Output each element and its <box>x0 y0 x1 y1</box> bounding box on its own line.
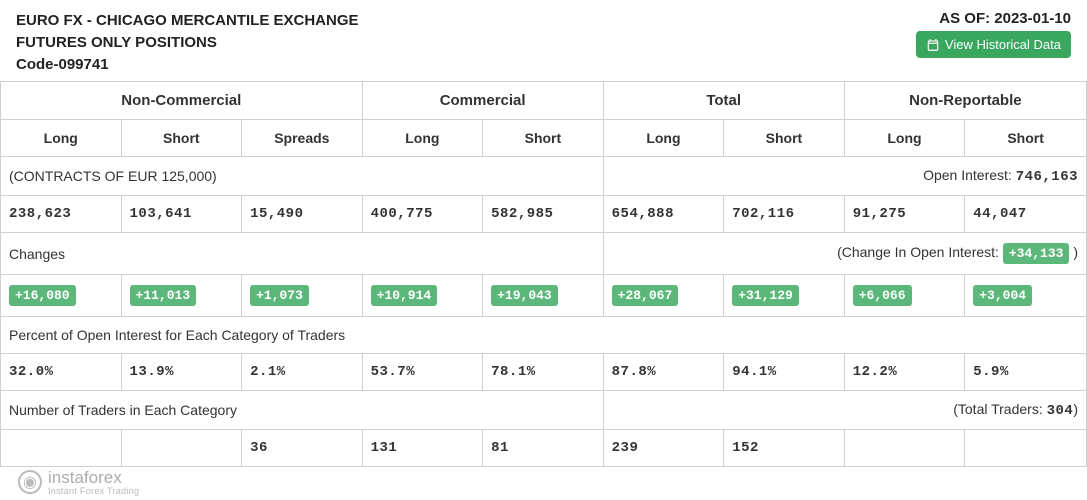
chg-badge-6: +31,129 <box>732 285 799 306</box>
group-total: Total <box>603 82 844 120</box>
group-nonreportable: Non-Reportable <box>844 82 1086 120</box>
chg-badge-0: +16,080 <box>9 285 76 306</box>
pos-0: 238,623 <box>1 196 122 233</box>
pct-3: 53.7% <box>362 354 483 391</box>
chg-badge-3: +10,914 <box>371 285 438 306</box>
watermark-brand: instaforex <box>48 469 139 487</box>
sub-short-1: Short <box>121 120 242 157</box>
sub-long-1: Long <box>1 120 122 157</box>
trd-6: 152 <box>724 430 845 467</box>
pct-7: 12.2% <box>844 354 965 391</box>
oi-value: 746,163 <box>1016 169 1078 185</box>
trd-7 <box>844 430 965 467</box>
watermark: ◉ instaforex Instant Forex Trading <box>18 469 139 496</box>
traders-header-row: Number of Traders in Each Category (Tota… <box>1 391 1087 430</box>
watermark-text: instaforex Instant Forex Trading <box>48 469 139 496</box>
changes-header-row: Changes (Change In Open Interest: +34,13… <box>1 233 1087 275</box>
trd-8 <box>965 430 1087 467</box>
calendar-icon <box>926 38 940 52</box>
header-right: AS OF: 2023-01-10 View Historical Data <box>916 10 1071 58</box>
sub-header-row: Long Short Spreads Long Short Long Short… <box>1 120 1087 157</box>
asof-date: AS OF: 2023-01-10 <box>916 10 1071 27</box>
group-noncommercial: Non-Commercial <box>1 82 363 120</box>
total-traders-close: ) <box>1073 401 1078 417</box>
pct-2: 2.1% <box>242 354 363 391</box>
percents-row: 32.0% 13.9% 2.1% 53.7% 78.1% 87.8% 94.1%… <box>1 354 1087 391</box>
percent-header-row: Percent of Open Interest for Each Catego… <box>1 317 1087 354</box>
report-header: EURO FX - CHICAGO MERCANTILE EXCHANGE FU… <box>0 0 1087 81</box>
group-header-row: Non-Commercial Commercial Total Non-Repo… <box>1 82 1087 120</box>
chg-badge-5: +28,067 <box>612 285 679 306</box>
pct-6: 94.1% <box>724 354 845 391</box>
chg-badge-1: +11,013 <box>130 285 197 306</box>
chg-4: +19,043 <box>483 275 604 317</box>
pos-2: 15,490 <box>242 196 363 233</box>
sub-spreads: Spreads <box>242 120 363 157</box>
oi-label: Open Interest: <box>923 167 1012 183</box>
chg-badge-8: +3,004 <box>973 285 1032 306</box>
trd-4: 81 <box>483 430 604 467</box>
change-oi-value: +34,133 <box>1003 243 1070 264</box>
total-traders-cell: (Total Traders: 304) <box>603 391 1086 430</box>
trd-0 <box>1 430 122 467</box>
percent-label: Percent of Open Interest for Each Catego… <box>1 317 1087 354</box>
pct-8: 5.9% <box>965 354 1087 391</box>
total-traders-label: (Total Traders: <box>953 401 1042 417</box>
traders-label: Number of Traders in Each Category <box>1 391 604 430</box>
open-interest-cell: Open Interest: 746,163 <box>603 157 1086 196</box>
watermark-icon: ◉ <box>18 470 42 494</box>
pct-1: 13.9% <box>121 354 242 391</box>
pos-1: 103,641 <box>121 196 242 233</box>
watermark-tagline: Instant Forex Trading <box>48 487 139 496</box>
pct-0: 32.0% <box>1 354 122 391</box>
chg-1: +11,013 <box>121 275 242 317</box>
pct-4: 78.1% <box>483 354 604 391</box>
pos-8: 44,047 <box>965 196 1087 233</box>
chg-2: +1,073 <box>242 275 363 317</box>
sub-long-3: Long <box>603 120 724 157</box>
change-oi-cell: (Change In Open Interest: +34,133 ) <box>603 233 1086 275</box>
positions-row: 238,623 103,641 15,490 400,775 582,985 6… <box>1 196 1087 233</box>
chg-7: +6,066 <box>844 275 965 317</box>
total-traders-value: 304 <box>1047 403 1074 419</box>
cot-table: Non-Commercial Commercial Total Non-Repo… <box>0 81 1087 467</box>
sub-short-3: Short <box>724 120 845 157</box>
pos-6: 702,116 <box>724 196 845 233</box>
pos-4: 582,985 <box>483 196 604 233</box>
contracts-row: (CONTRACTS OF EUR 125,000) Open Interest… <box>1 157 1087 196</box>
traders-row: 36 131 81 239 152 <box>1 430 1087 467</box>
code: Code-099741 <box>16 54 359 76</box>
pos-3: 400,775 <box>362 196 483 233</box>
chg-badge-2: +1,073 <box>250 285 309 306</box>
pos-5: 654,888 <box>603 196 724 233</box>
title-line1: EURO FX - CHICAGO MERCANTILE EXCHANGE <box>16 10 359 32</box>
title-line2: FUTURES ONLY POSITIONS <box>16 32 359 54</box>
sub-long-4: Long <box>844 120 965 157</box>
sub-short-4: Short <box>965 120 1087 157</box>
view-historical-button[interactable]: View Historical Data <box>916 31 1071 58</box>
chg-3: +10,914 <box>362 275 483 317</box>
changes-label: Changes <box>1 233 604 275</box>
changes-row: +16,080 +11,013 +1,073 +10,914 +19,043 +… <box>1 275 1087 317</box>
chg-badge-7: +6,066 <box>853 285 912 306</box>
change-oi-close: ) <box>1073 244 1078 260</box>
trd-3: 131 <box>362 430 483 467</box>
contracts-label: (CONTRACTS OF EUR 125,000) <box>1 157 604 196</box>
trd-2: 36 <box>242 430 363 467</box>
chg-6: +31,129 <box>724 275 845 317</box>
chg-8: +3,004 <box>965 275 1087 317</box>
group-commercial: Commercial <box>362 82 603 120</box>
chg-badge-4: +19,043 <box>491 285 558 306</box>
sub-short-2: Short <box>483 120 604 157</box>
chg-5: +28,067 <box>603 275 724 317</box>
pos-7: 91,275 <box>844 196 965 233</box>
pct-5: 87.8% <box>603 354 724 391</box>
trd-1 <box>121 430 242 467</box>
header-title-block: EURO FX - CHICAGO MERCANTILE EXCHANGE FU… <box>16 10 359 75</box>
chg-0: +16,080 <box>1 275 122 317</box>
button-label: View Historical Data <box>945 37 1061 52</box>
sub-long-2: Long <box>362 120 483 157</box>
change-oi-label: (Change In Open Interest: <box>837 244 999 260</box>
trd-5: 239 <box>603 430 724 467</box>
